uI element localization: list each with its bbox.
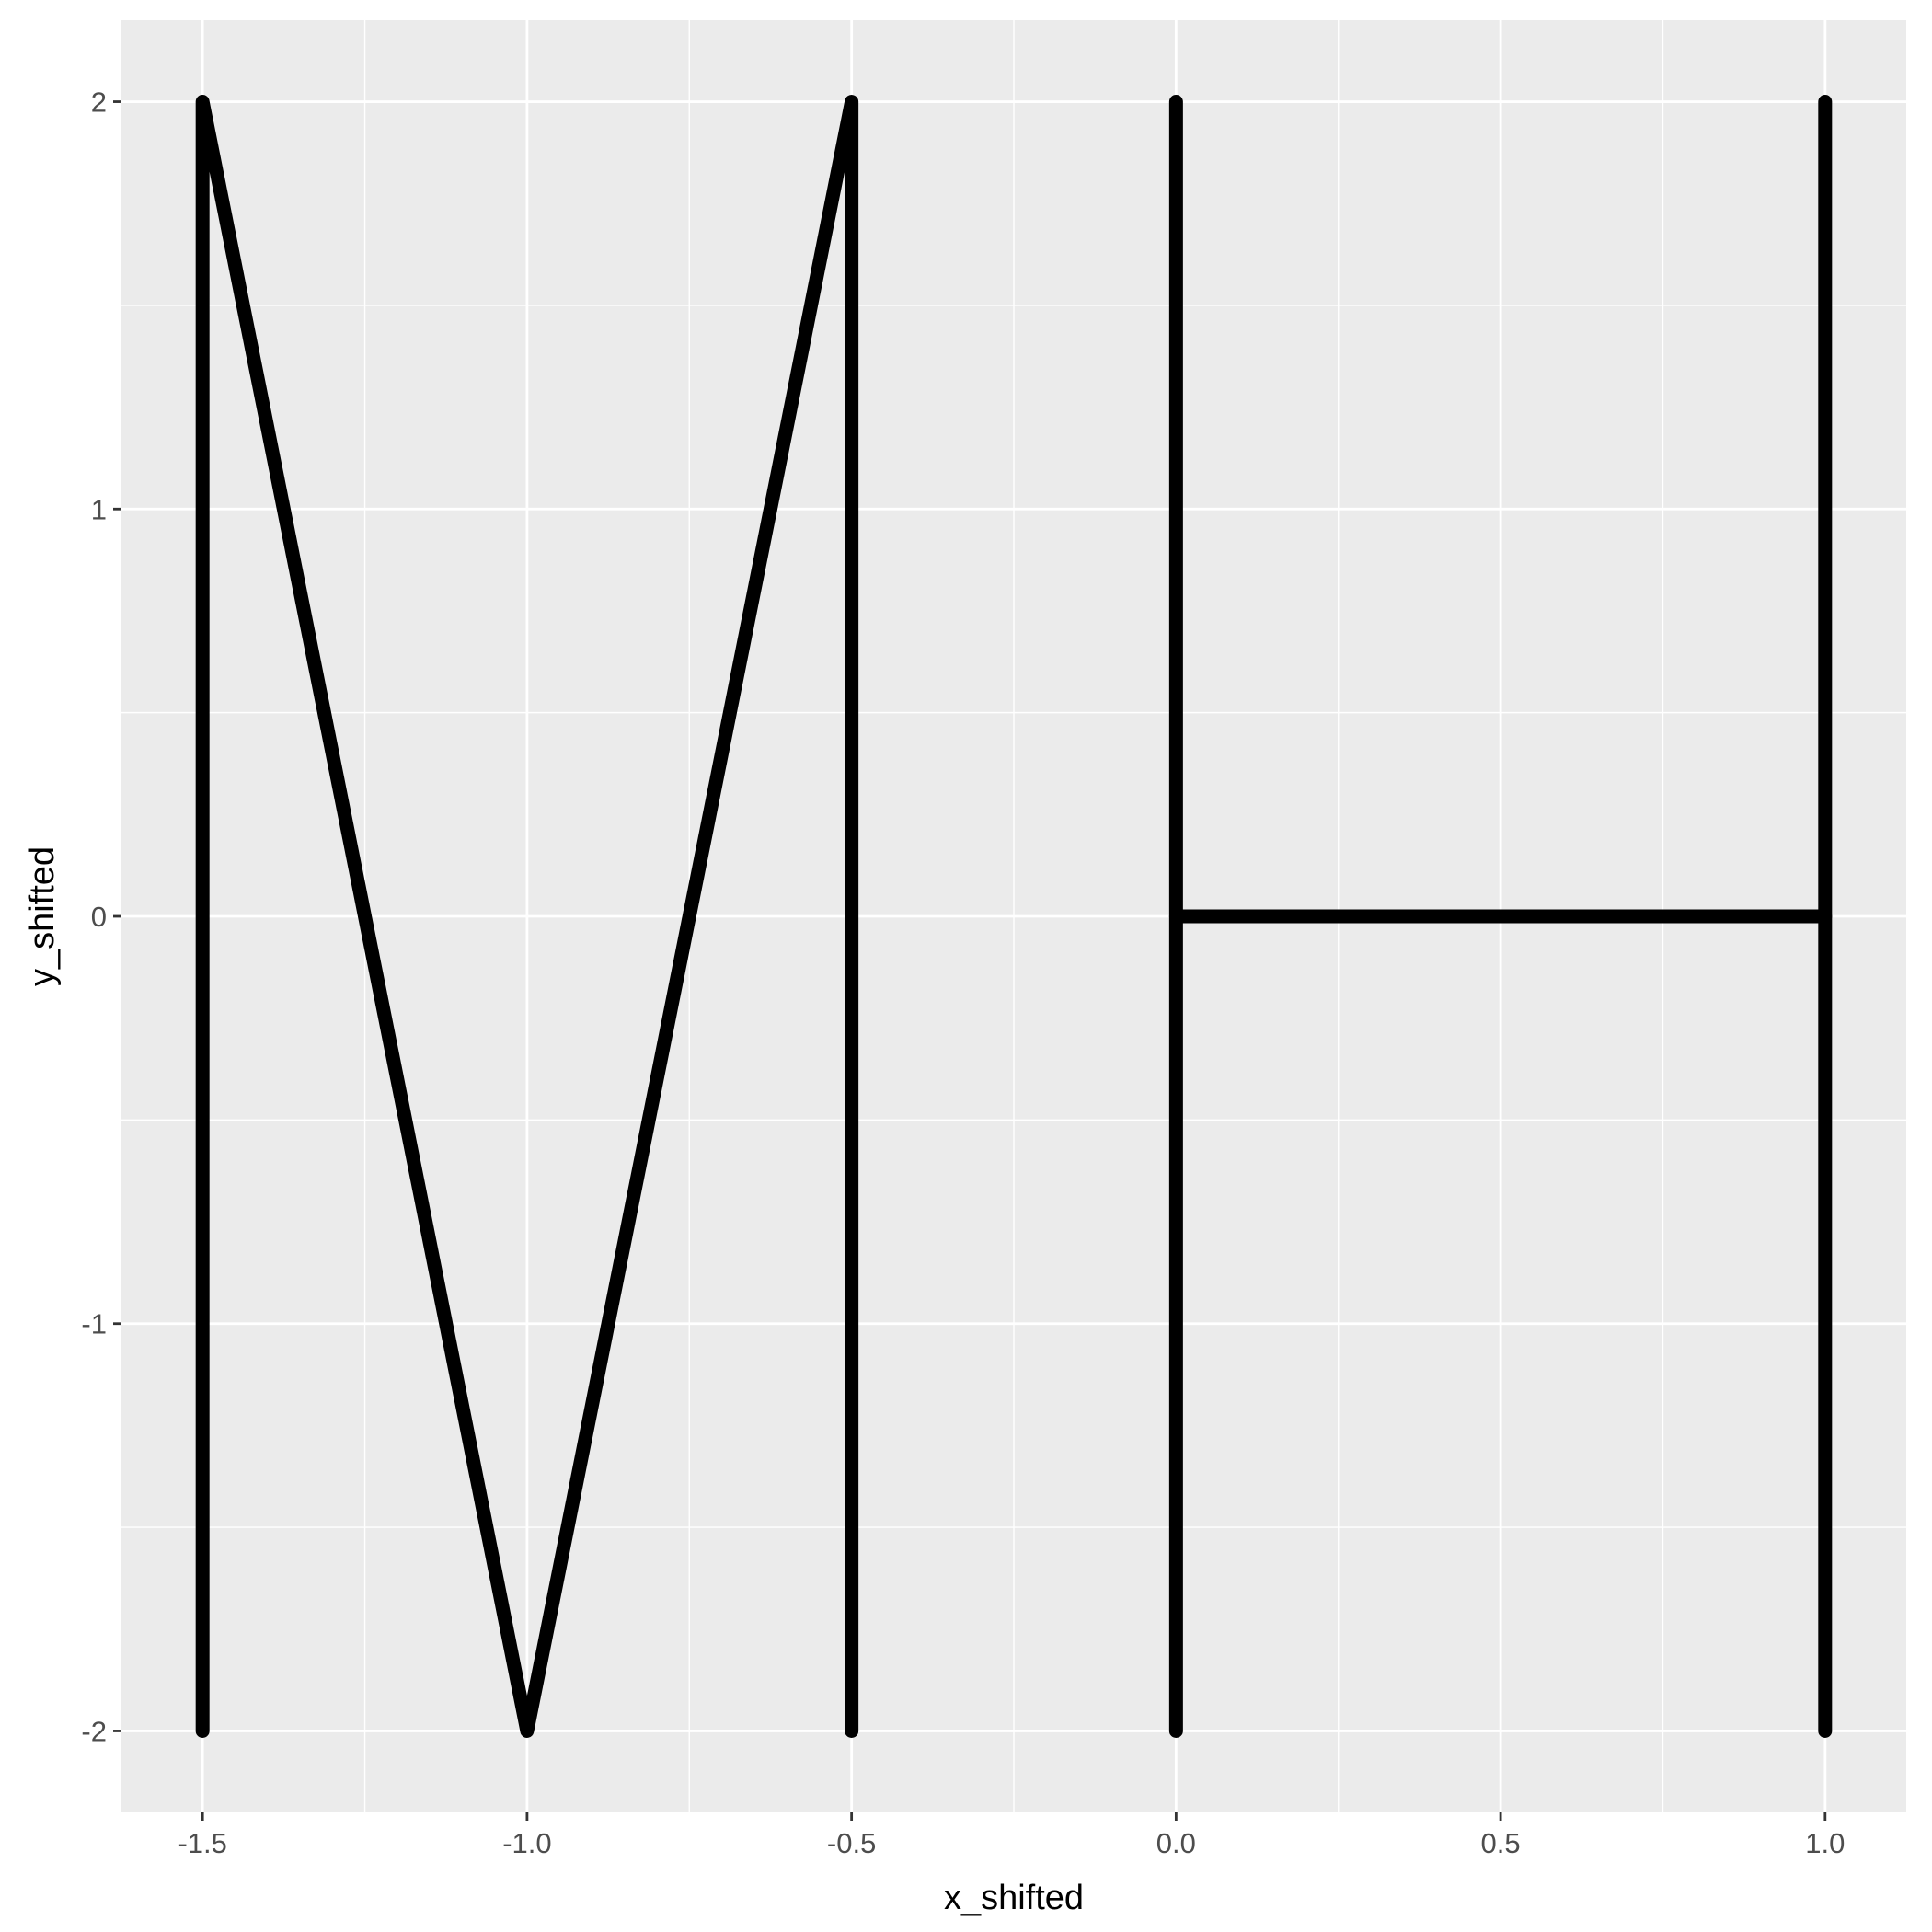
y-axis: -2 -1 0 1 2: [81, 86, 121, 1747]
x-tick-label: 1.0: [1805, 1827, 1845, 1859]
x-tick-label: 0.5: [1481, 1827, 1521, 1859]
x-axis: -1.5 -1.0 -0.5 0.0 0.5 1.0: [178, 1812, 1845, 1859]
y-tick-label: -1: [81, 1308, 107, 1340]
x-axis-title: x_shifted: [944, 1879, 1084, 1917]
y-tick-label: 1: [91, 493, 107, 525]
y-tick-label: -2: [81, 1715, 107, 1747]
x-tick-label: -1.0: [502, 1827, 551, 1859]
x-tick-label: -0.5: [827, 1827, 876, 1859]
y-tick-label: 0: [91, 901, 107, 933]
x-tick-label: 0.0: [1156, 1827, 1196, 1859]
series-layer: [195, 95, 1833, 1738]
x-tick-label: -1.5: [178, 1827, 226, 1859]
y-axis-title: y_shifted: [23, 846, 62, 986]
series-line: [195, 95, 859, 1738]
y-tick-label: 2: [91, 86, 107, 119]
